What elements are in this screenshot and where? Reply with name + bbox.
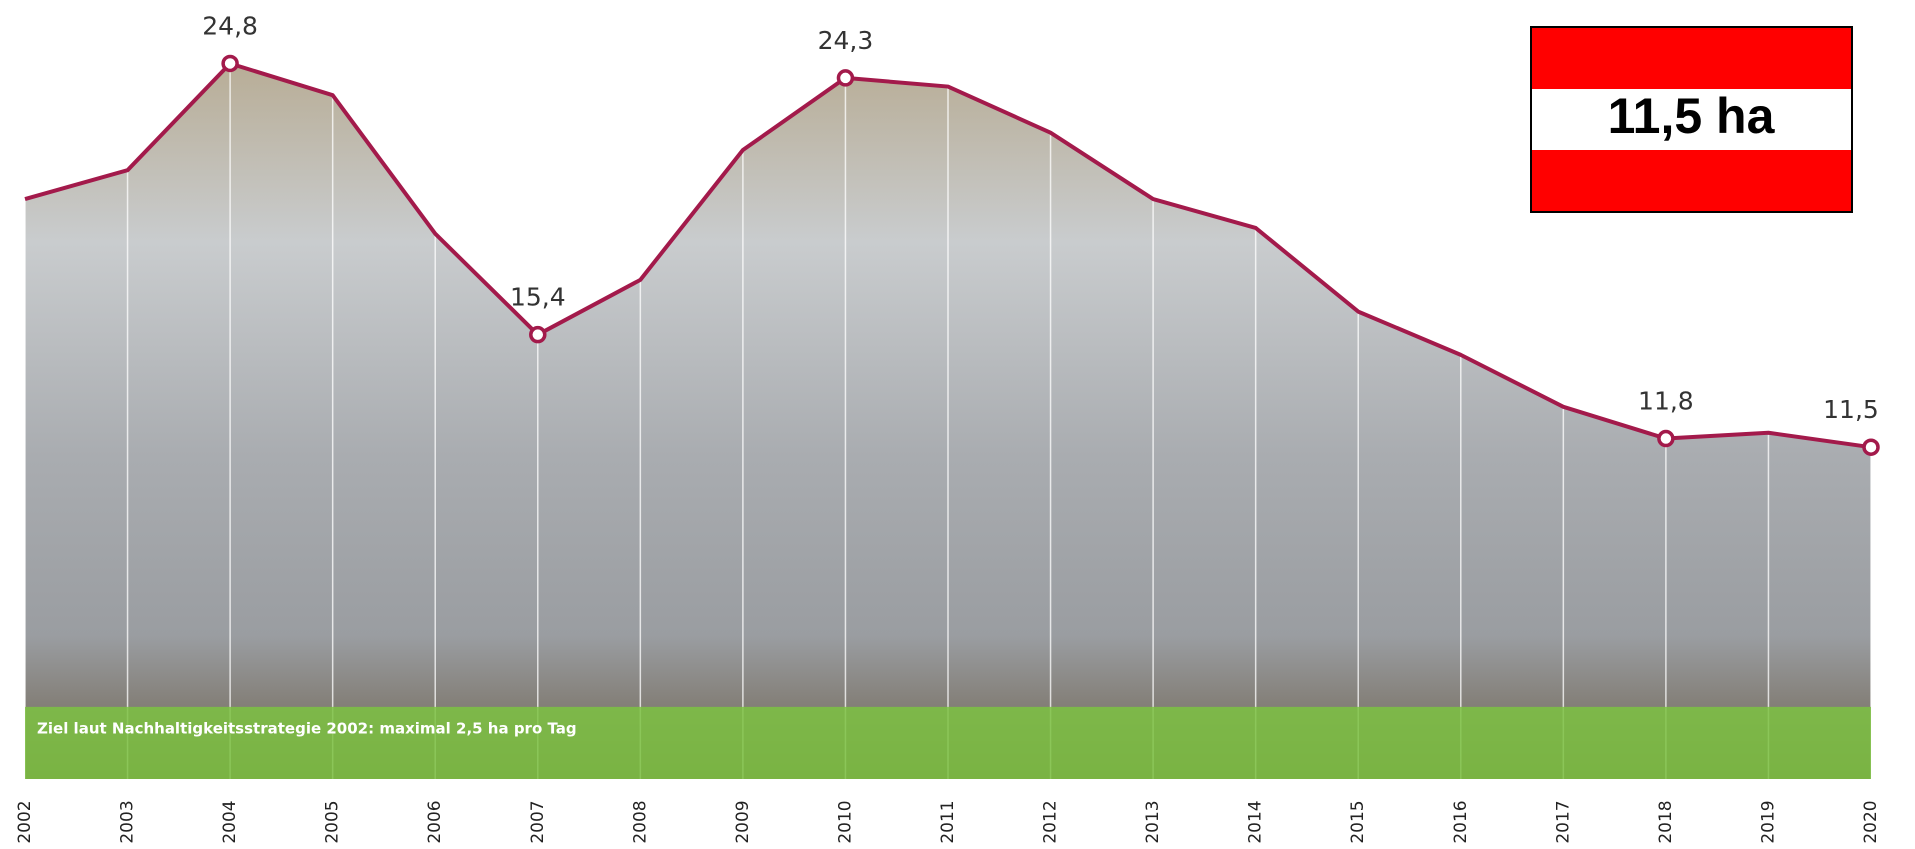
x-tick-label: 2007 xyxy=(528,800,548,843)
x-tick-label: 2002 xyxy=(15,800,35,843)
x-tick-label: 2016 xyxy=(1451,800,1471,843)
point-marker xyxy=(1862,438,1880,456)
value-label: 24,8 xyxy=(202,11,258,40)
badge: 11,5 ha xyxy=(1530,26,1853,213)
point-marker xyxy=(1657,429,1675,448)
value-label: 11,5 xyxy=(1823,395,1879,424)
data-line xyxy=(24,61,1872,450)
guides xyxy=(24,63,1872,779)
x-tick-label: 2005 xyxy=(323,800,343,843)
x-tick-label: 2014 xyxy=(1246,800,1266,843)
badge-text: 11,5 ha xyxy=(1608,88,1776,144)
value-label: 24,3 xyxy=(818,26,874,55)
point-marker xyxy=(529,325,547,344)
x-tick-label: 2012 xyxy=(1041,800,1061,843)
annotation: Ziel laut Nachhaltigkeitsstrategie 2002:… xyxy=(37,719,577,737)
target-band xyxy=(25,706,1871,779)
badge-stripe xyxy=(1532,150,1851,211)
x-tick-label: 2003 xyxy=(118,800,138,843)
x-tick-label: 2019 xyxy=(1758,800,1778,843)
point-marker xyxy=(221,54,239,73)
x-tick-label: 2018 xyxy=(1656,800,1676,843)
x-tick-label: 2008 xyxy=(630,800,650,843)
badge-stripe xyxy=(1532,28,1851,89)
x-tick-label: 2017 xyxy=(1553,800,1573,843)
x-tick-label: 2004 xyxy=(220,800,240,843)
line-layer xyxy=(24,54,1880,456)
point-marker xyxy=(836,69,855,87)
x-tick-label: 2006 xyxy=(425,800,445,843)
x-tick-label: 2010 xyxy=(835,800,855,843)
value-label: 15,4 xyxy=(510,283,566,312)
x-tick-label: 2013 xyxy=(1143,800,1163,843)
x-tick-label: 2015 xyxy=(1348,800,1368,843)
x-tick-label: 2011 xyxy=(938,800,958,843)
label-layer: 24,8 15,4 24,3 11,8 11,5 2002 2003 2004 2005 2006… xyxy=(15,11,1881,843)
target-layer: Ziel laut Nachhaltigkeitsstrategie 2002:… xyxy=(25,706,1871,779)
value-label: 11,8 xyxy=(1638,387,1694,416)
x-tick-label: 2020 xyxy=(1861,800,1881,843)
x-tick-label: 2009 xyxy=(733,800,753,843)
